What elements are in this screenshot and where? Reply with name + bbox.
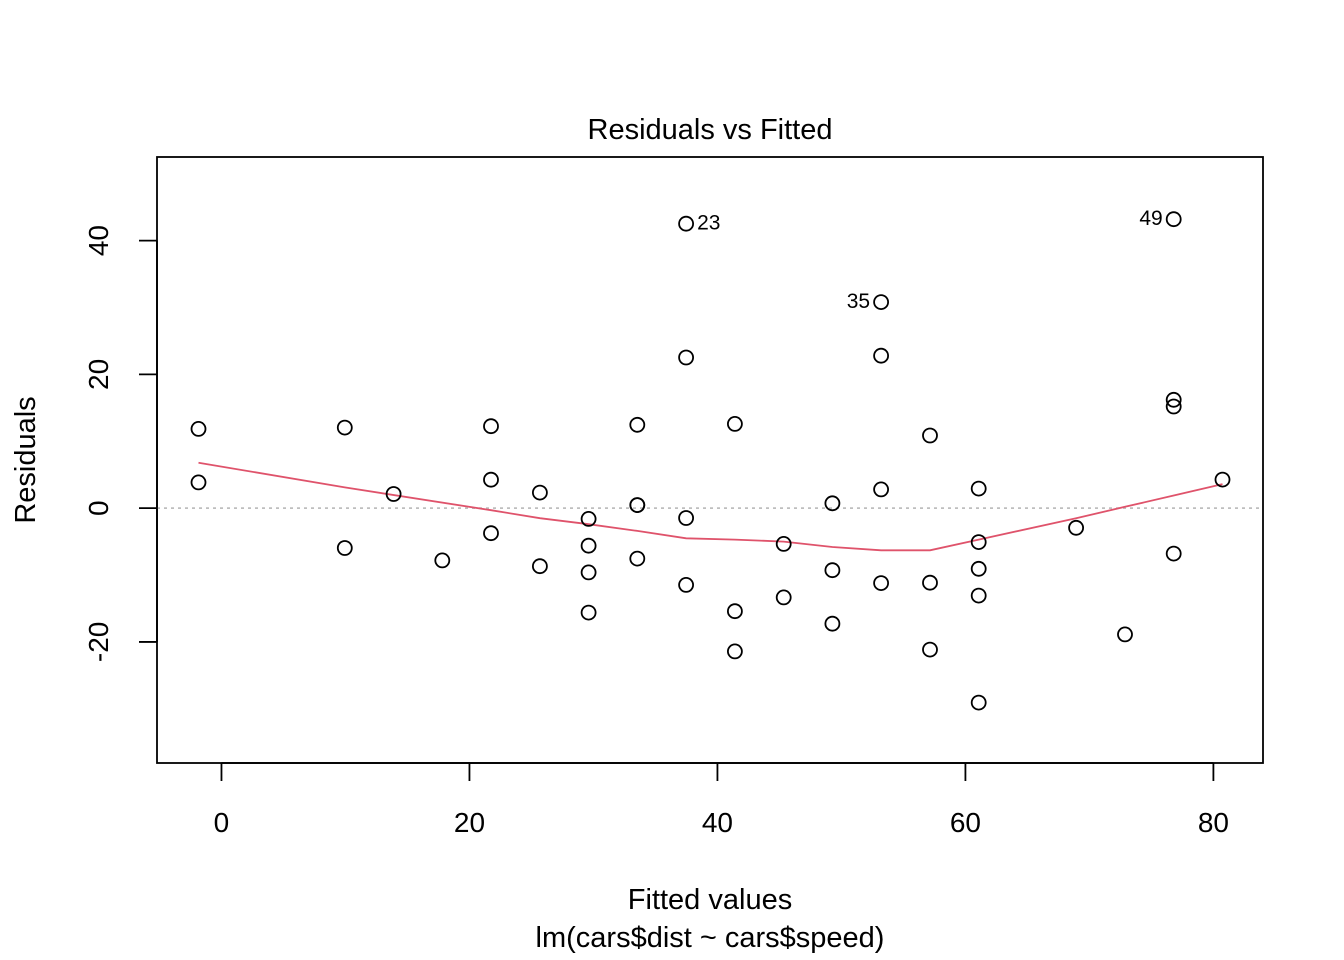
data-point (190, 474, 207, 491)
data-point (336, 419, 353, 436)
data-point (1165, 391, 1182, 408)
data-point (873, 347, 889, 364)
data-point (190, 420, 207, 437)
data-point (970, 694, 987, 711)
data-point (580, 511, 597, 527)
data-point (727, 643, 743, 660)
data-point (678, 577, 694, 593)
data-point (678, 215, 694, 232)
y-tick-label: 0 (83, 500, 114, 516)
data-point (922, 641, 938, 658)
data-point (580, 564, 597, 581)
x-axis-sublabel: lm(cars$dist ~ cars$speed) (536, 922, 885, 954)
data-point (922, 574, 938, 591)
x-axis-label: Fitted values (628, 884, 792, 916)
point-label: 49 (1139, 207, 1162, 230)
data-point (385, 486, 402, 502)
point-labels-layer: 23 35 49 (697, 207, 1163, 313)
data-point (336, 540, 353, 556)
data-point (580, 537, 597, 554)
data-point (678, 349, 694, 366)
data-point (629, 550, 646, 567)
plot-frame (156, 156, 1264, 764)
x-tick-label: 40 (702, 807, 733, 838)
smooth-layer (198, 461, 1223, 552)
data-point (678, 510, 694, 526)
x-tick-label: 80 (1198, 807, 1229, 838)
data-point (1165, 398, 1182, 415)
data-point (727, 603, 743, 620)
smooth-line (198, 461, 1223, 552)
data-point (970, 534, 987, 550)
points-layer (190, 211, 1231, 711)
point-label: 35 (847, 290, 870, 313)
x-tick-label: 0 (214, 807, 230, 838)
data-point (483, 525, 499, 542)
data-point (873, 481, 889, 498)
y-axis-label: Residuals (10, 396, 42, 523)
data-point (580, 604, 597, 621)
point-label: 23 (697, 212, 720, 235)
data-point (873, 575, 889, 591)
data-point (532, 558, 548, 575)
data-point (629, 497, 646, 514)
y-tick-label: 40 (83, 225, 114, 256)
x-tick-label: 20 (454, 807, 485, 838)
data-point (434, 552, 451, 569)
data-point (532, 484, 548, 501)
plot-title: Residuals vs Fitted (588, 114, 833, 146)
data-point (1068, 519, 1084, 536)
data-point (1165, 545, 1182, 562)
x-tick-label: 60 (950, 807, 981, 838)
data-point (775, 589, 792, 606)
data-point (1214, 471, 1231, 488)
data-point (824, 615, 841, 632)
data-point (727, 415, 743, 432)
data-point (629, 416, 646, 433)
data-point (922, 427, 938, 444)
data-point (970, 560, 987, 577)
data-point (775, 536, 792, 552)
data-point (1165, 211, 1182, 228)
data-point (824, 495, 841, 512)
data-point (824, 562, 841, 579)
data-point (873, 294, 889, 311)
data-point (483, 418, 499, 435)
y-tick-label: -20 (83, 622, 114, 662)
data-point (1117, 626, 1133, 643)
data-point (970, 480, 987, 497)
y-tick-label: 20 (83, 359, 114, 390)
data-point (970, 587, 987, 604)
x-axis: 0 20 40 60 80 (214, 762, 1229, 838)
y-axis: -20 0 20 40 (83, 225, 158, 662)
data-point (483, 471, 499, 488)
